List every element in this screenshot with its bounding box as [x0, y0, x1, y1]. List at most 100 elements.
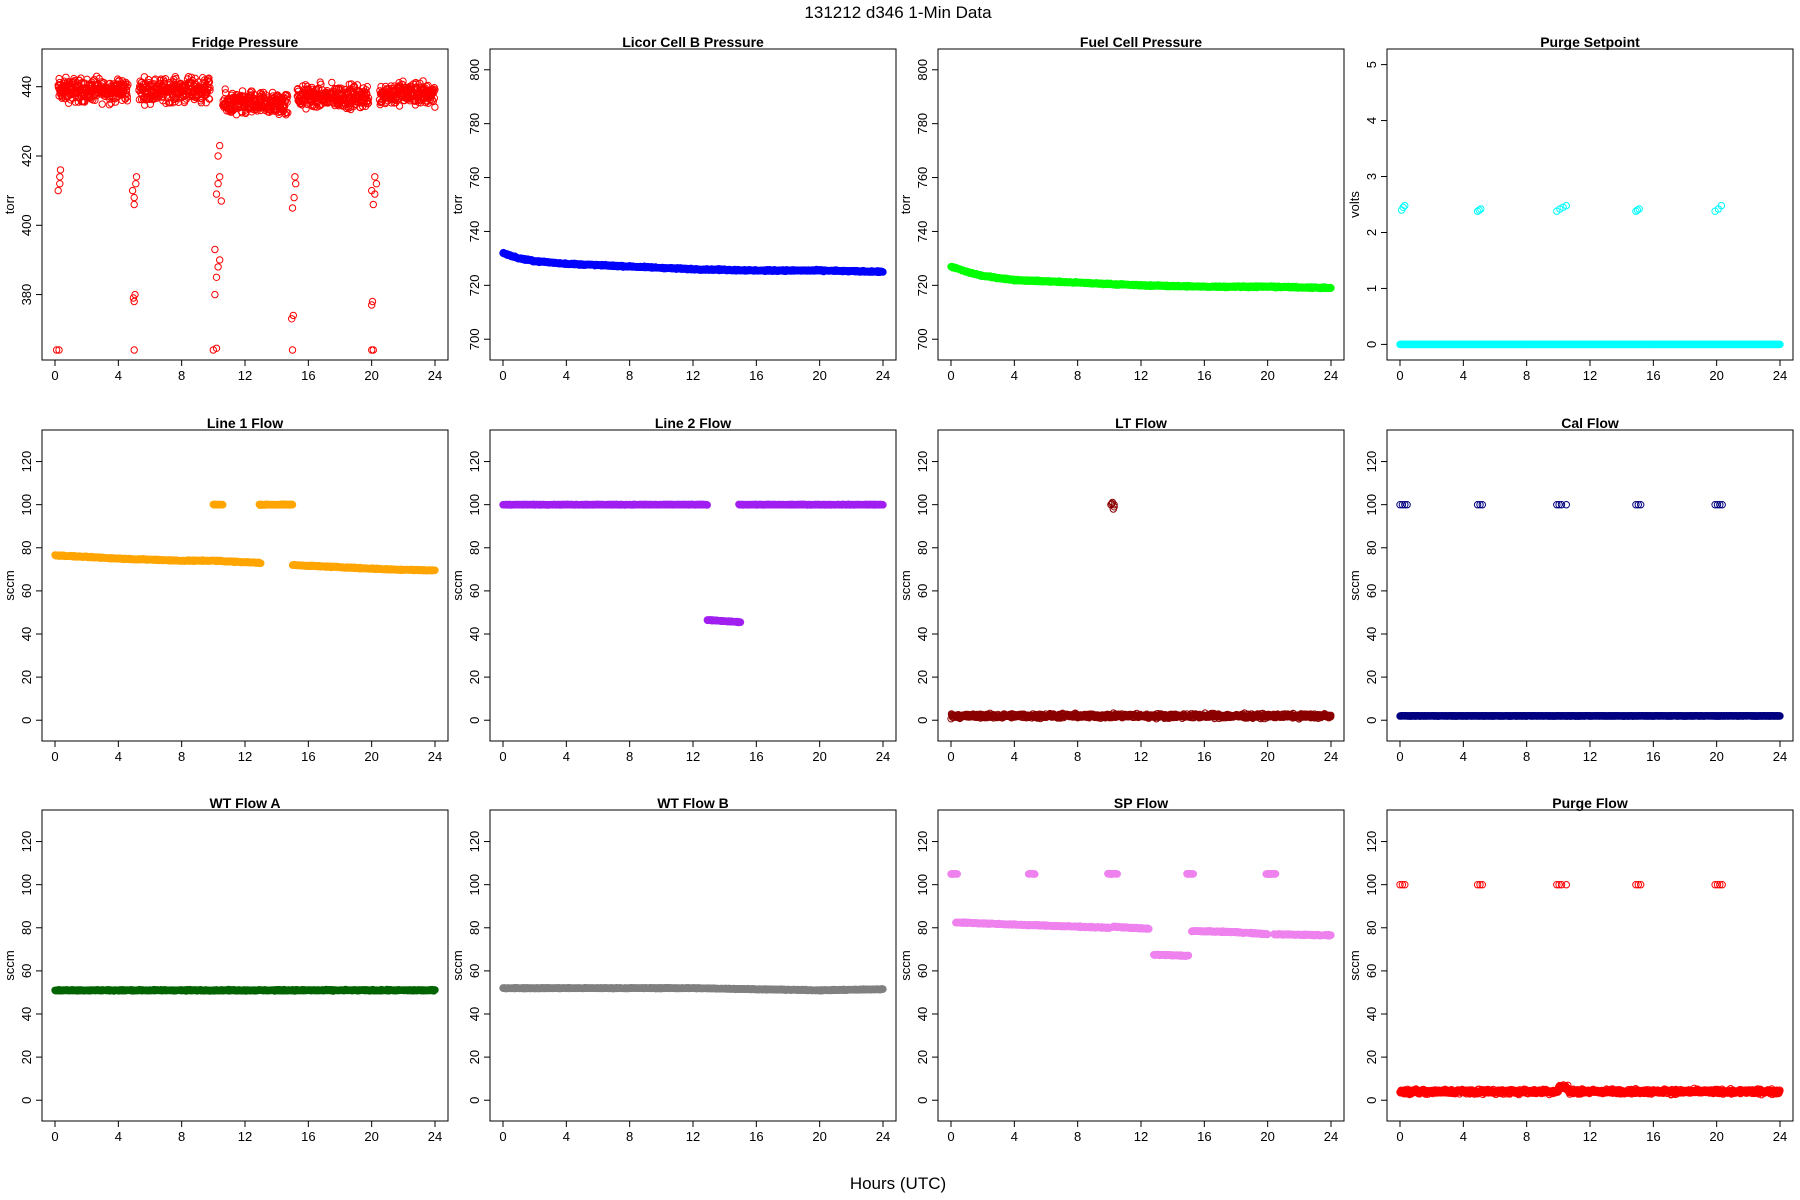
x-tick-label: 4 — [115, 749, 122, 764]
x-tick-label: 16 — [301, 749, 315, 764]
data-point — [105, 101, 114, 109]
data-point — [372, 180, 381, 188]
data-point — [292, 180, 300, 188]
y-tick-label: 780 — [467, 113, 482, 135]
data-point — [161, 75, 170, 83]
x-tick-label: 0 — [51, 368, 58, 383]
data-point — [205, 95, 214, 103]
data-point — [128, 186, 137, 195]
y-tick-label: 1 — [1364, 285, 1379, 292]
x-tick-label: 12 — [238, 749, 252, 764]
data-point — [431, 103, 439, 111]
y-tick-label: 120 — [19, 451, 34, 473]
figure-title: 131212 d346 1-Min Data — [804, 3, 992, 22]
data-point — [56, 180, 64, 188]
x-tick-label: 8 — [626, 368, 633, 383]
x-tick-label: 20 — [812, 368, 826, 383]
y-axis-label: torr — [450, 194, 465, 214]
y-tick-label: 720 — [915, 274, 930, 296]
data-point — [206, 86, 214, 95]
y-axis-label: torr — [2, 194, 17, 214]
data-point — [291, 173, 299, 181]
y-tick-label: 100 — [19, 494, 34, 516]
plot-frame — [1386, 48, 1794, 361]
x-tick-label: 0 — [51, 749, 58, 764]
x-tick-label: 24 — [1773, 368, 1787, 383]
data-point — [216, 141, 224, 150]
data-point — [216, 256, 224, 264]
data-point — [205, 78, 214, 86]
data-point — [205, 74, 213, 82]
y-tick-label: 800 — [467, 59, 482, 81]
y-tick-label: 420 — [19, 145, 34, 167]
x-tick-label: 4 — [1460, 368, 1467, 383]
panel-title: Fridge Pressure — [192, 34, 299, 50]
y-tick-label: 3 — [1364, 173, 1379, 180]
y-tick-label: 80 — [19, 541, 34, 555]
x-tick-label: 12 — [1583, 368, 1597, 383]
y-tick-label: 700 — [915, 328, 930, 350]
data-point — [221, 89, 230, 97]
data-point — [395, 102, 404, 110]
y-tick-label: 2 — [1364, 229, 1379, 236]
data-point — [227, 105, 235, 114]
data-point — [121, 95, 130, 103]
y-tick-label: 700 — [467, 328, 482, 350]
data-point — [211, 245, 219, 254]
x-tick-label: 0 — [947, 368, 954, 383]
data-point — [197, 99, 206, 107]
data-point — [81, 98, 89, 106]
x-tick-label: 24 — [428, 368, 442, 383]
data-point — [212, 273, 221, 281]
y-tick-label: 0 — [19, 717, 34, 724]
panel-title: Fuel Cell Pressure — [1080, 34, 1202, 50]
data-point — [130, 193, 138, 202]
y-tick-label: 5 — [1364, 61, 1379, 68]
data-point — [71, 76, 79, 85]
y-tick-label: 380 — [19, 284, 34, 306]
data-point — [288, 346, 297, 354]
x-tick-label: 12 — [1134, 368, 1148, 383]
panel-title: Licor Cell B Pressure — [622, 34, 764, 50]
x-tick-label: 4 — [563, 368, 570, 383]
data-point — [172, 75, 180, 83]
data-point — [217, 197, 226, 205]
data-point — [371, 173, 379, 181]
data-point — [201, 76, 209, 84]
data-point — [214, 180, 222, 188]
data-point — [369, 200, 377, 209]
data-point — [151, 75, 160, 83]
panel-title: Purge Setpoint — [1540, 34, 1640, 50]
y-tick-label: 740 — [915, 221, 930, 243]
data-point — [214, 263, 222, 271]
y-tick-label: 20 — [19, 670, 34, 684]
x-tick-label: 12 — [238, 368, 252, 383]
data-point — [98, 100, 106, 108]
y-tick-label: 440 — [19, 76, 34, 98]
data-points — [51, 500, 439, 575]
y-tick-label: 760 — [467, 167, 482, 189]
x-tick-label: 24 — [876, 368, 890, 383]
data-points — [947, 262, 1335, 293]
data-point — [214, 152, 222, 160]
data-point — [216, 173, 224, 181]
x-tick-label: 20 — [364, 368, 378, 383]
data-point — [130, 346, 138, 354]
plot-frame — [489, 48, 897, 361]
data-point — [132, 173, 141, 181]
x-tick-label: 8 — [178, 368, 185, 383]
y-tick-label: 0 — [1364, 341, 1379, 348]
y-tick-label: 780 — [915, 113, 930, 135]
x-tick-label: 16 — [749, 368, 763, 383]
x-tick-label: 12 — [686, 368, 700, 383]
data-point — [54, 186, 62, 195]
data-point — [141, 101, 149, 109]
data-point — [203, 76, 211, 84]
data-point — [123, 93, 132, 101]
y-tick-label: 720 — [467, 274, 482, 296]
